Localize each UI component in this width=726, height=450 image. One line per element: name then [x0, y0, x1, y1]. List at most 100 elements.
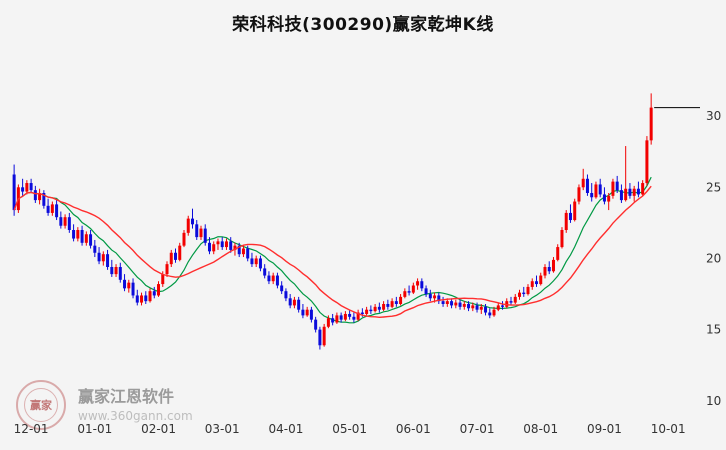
- candle-body: [501, 305, 505, 307]
- candle-body: [509, 301, 513, 303]
- candle-body: [636, 188, 640, 195]
- candle-body: [547, 267, 551, 272]
- candle-body: [573, 201, 577, 221]
- candle-body: [598, 184, 602, 195]
- candle-body: [220, 241, 224, 248]
- candle-body: [411, 285, 415, 293]
- x-axis-tick-label: 09-01: [587, 422, 622, 436]
- candle-body: [55, 204, 59, 218]
- candle-body: [165, 264, 169, 275]
- candle-body: [38, 193, 42, 201]
- candle-body: [356, 312, 360, 320]
- candle-body: [131, 282, 135, 296]
- candle-body: [258, 258, 262, 269]
- candle-body: [564, 212, 568, 230]
- x-axis-tick-label: 04-01: [268, 422, 303, 436]
- candle-body: [190, 218, 194, 225]
- candle-body: [551, 259, 555, 272]
- candle-body: [46, 205, 50, 213]
- candle-body: [72, 230, 76, 239]
- candle-body: [428, 294, 432, 299]
- candle-body: [292, 299, 296, 306]
- candle-body: [467, 304, 471, 309]
- candle-body: [475, 305, 479, 310]
- candle-body: [127, 282, 131, 289]
- candle-body: [624, 188, 628, 201]
- candle-body: [390, 301, 394, 307]
- candle-body: [420, 281, 424, 289]
- candle-body: [271, 275, 275, 282]
- candle-body: [382, 304, 386, 310]
- candle-body: [649, 107, 653, 141]
- candle-body: [207, 242, 211, 252]
- ma-line-green: [13, 176, 652, 324]
- x-axis-tick-label: 03-01: [205, 422, 240, 436]
- candle-body: [93, 245, 97, 253]
- candle-body: [407, 291, 411, 293]
- candle-body: [97, 252, 101, 262]
- candle-body: [12, 174, 16, 211]
- candle-body: [373, 306, 377, 312]
- candle-body: [42, 193, 46, 206]
- candle-body: [21, 187, 25, 192]
- candle-body: [50, 204, 54, 213]
- candle-body: [611, 181, 615, 196]
- candle-body: [305, 309, 309, 316]
- candle-body: [246, 248, 250, 259]
- candle-body: [195, 224, 199, 238]
- x-axis-tick-label: 05-01: [332, 422, 367, 436]
- candle-body: [263, 268, 267, 276]
- candle-body: [424, 288, 428, 295]
- candle-body: [607, 195, 611, 202]
- candle-body: [581, 178, 585, 188]
- candle-body: [513, 296, 517, 303]
- x-axis-tick-label: 08-01: [523, 422, 558, 436]
- candle-body: [322, 326, 326, 346]
- candle-body: [530, 281, 534, 287]
- candle-body: [602, 194, 606, 202]
- candle-body: [568, 212, 572, 221]
- candle-body: [441, 301, 445, 304]
- candle-body: [178, 245, 182, 260]
- x-axis-tick-label: 02-01: [141, 422, 176, 436]
- candle-body: [484, 306, 488, 313]
- candle-body: [318, 329, 322, 346]
- candle-body: [182, 232, 186, 246]
- candle-body: [186, 218, 190, 233]
- candle-body: [250, 258, 254, 265]
- candle-body: [594, 184, 598, 198]
- candle-body: [590, 193, 594, 198]
- candle-body: [365, 309, 369, 314]
- candle-body: [280, 285, 284, 292]
- candle-body: [534, 281, 538, 285]
- candle-body: [118, 267, 122, 280]
- candle-body: [454, 302, 458, 306]
- candle-body: [84, 234, 88, 243]
- candle-body: [135, 295, 139, 303]
- candle-body: [641, 183, 645, 195]
- chart-title: 荣科科技(300290)赢家乾坤K线: [232, 15, 494, 35]
- candle-body: [403, 291, 407, 297]
- brand-seal-text: 赢家: [24, 388, 58, 422]
- y-axis-tick-label: 30: [706, 109, 721, 123]
- candle-body: [144, 295, 148, 302]
- candle-body: [25, 183, 29, 192]
- candle-body: [33, 190, 37, 201]
- candle-body: [101, 254, 105, 262]
- y-axis-tick-label: 25: [706, 180, 721, 194]
- candle-body: [63, 217, 67, 226]
- candle-body: [539, 275, 543, 285]
- candle-body: [488, 312, 492, 316]
- candle-body: [479, 306, 483, 310]
- candle-body: [110, 267, 114, 275]
- candle-body: [331, 318, 335, 323]
- candle-body: [416, 281, 420, 286]
- x-axis-tick-label: 06-01: [396, 422, 431, 436]
- candle-body: [445, 301, 449, 304]
- candle-body: [157, 284, 161, 296]
- candle-body: [369, 309, 373, 312]
- candle-body: [237, 245, 241, 255]
- candle-body: [174, 252, 178, 260]
